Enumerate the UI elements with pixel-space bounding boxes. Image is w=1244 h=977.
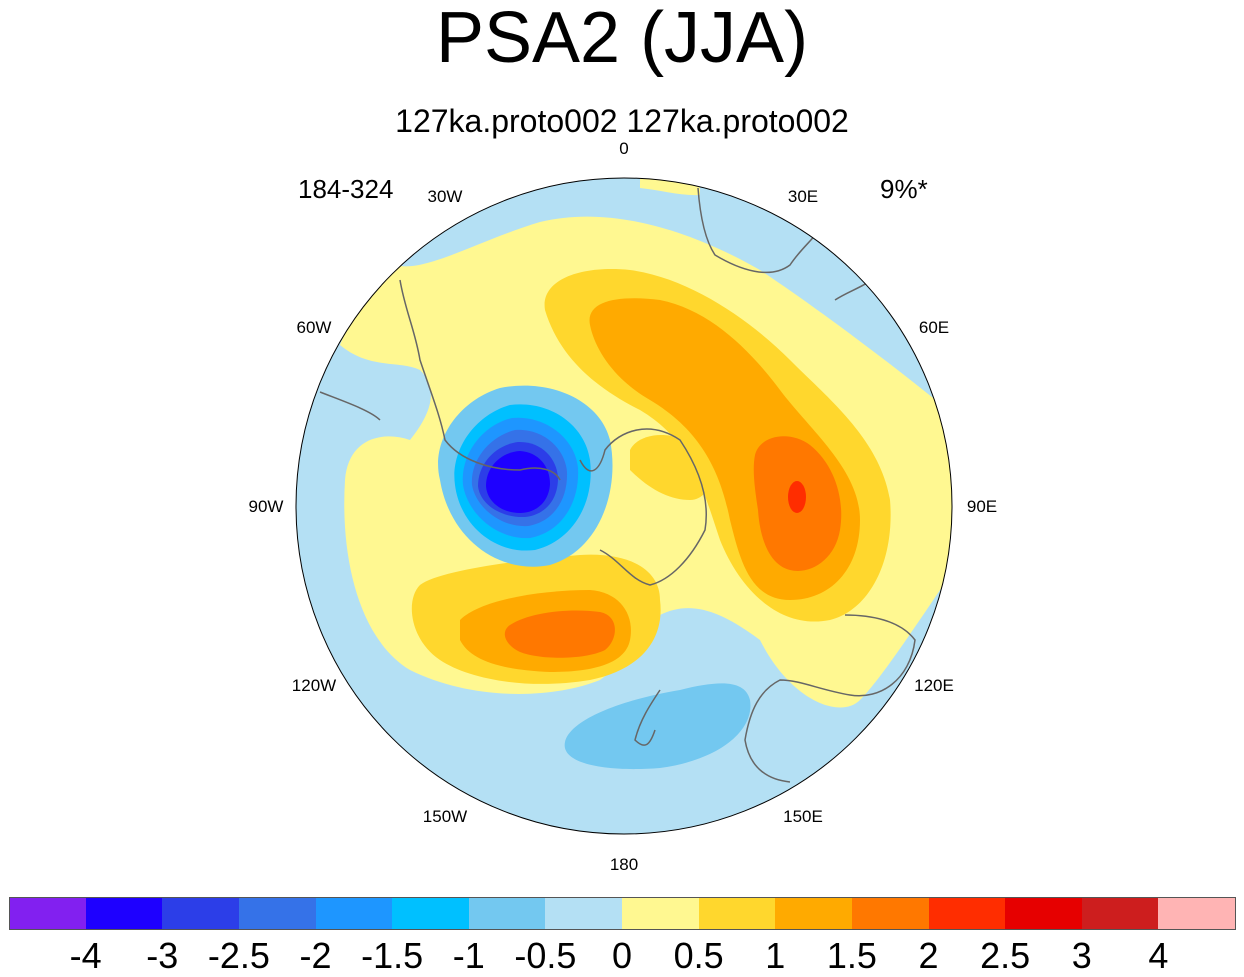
longitude-label: 120E xyxy=(914,676,954,695)
season-range-label: 184-324 xyxy=(298,174,394,204)
colorbar-swatch xyxy=(392,897,470,930)
colorbar-tick-label: 1.5 xyxy=(826,935,877,976)
colorbar-swatch xyxy=(238,897,316,930)
colorbar-swatch xyxy=(9,897,87,930)
colorbar-tick-label: -3 xyxy=(146,935,179,976)
colorbar-tick-label: 2.5 xyxy=(980,935,1031,976)
colorbar-tick-label: -2 xyxy=(299,935,332,976)
colorbar-tick-label: -1 xyxy=(452,935,485,976)
coastlines xyxy=(319,187,916,783)
colorbar-tick-label: 0.5 xyxy=(673,935,724,976)
colorbar-swatch xyxy=(775,897,853,930)
colorbar-swatch xyxy=(851,897,929,930)
colorbar-tick-label: 0 xyxy=(611,935,633,976)
colorbar-swatch xyxy=(1158,897,1236,930)
plot-subtitle: 127ka.proto002 127ka.proto002 xyxy=(395,103,849,139)
longitude-labels: 0 30E 60E 90E 120E 150E 180 150W 120W 90W 60W 30W xyxy=(249,139,998,874)
colorbar-tick-label: -4 xyxy=(69,935,102,976)
colorbar-tick-label: 2 xyxy=(918,935,939,976)
colorbar-swatch xyxy=(315,897,393,930)
longitude-label: 90W xyxy=(249,497,284,516)
longitude-label: 60W xyxy=(297,318,332,337)
longitude-label: 30W xyxy=(428,187,463,206)
variance-percent-label: 9%* xyxy=(880,174,928,204)
colorbar-swatch xyxy=(162,897,240,930)
anomaly-field xyxy=(296,178,952,834)
map-boundary xyxy=(295,177,953,835)
colorbar-tick-label: -2.5 xyxy=(207,935,270,976)
colorbar-swatch xyxy=(1081,897,1159,930)
longitude-label: 30E xyxy=(788,187,818,206)
longitude-label: 0 xyxy=(619,139,628,158)
plot-title: PSA2 (JJA) xyxy=(435,0,809,78)
longitude-label: 150W xyxy=(423,807,467,826)
colorbar-tick-label: -0.5 xyxy=(514,935,577,976)
longitude-label: 180 xyxy=(610,855,638,874)
colorbar-tick-label: 4 xyxy=(1148,935,1169,976)
longitude-label: 150E xyxy=(783,807,823,826)
colorbar-tick-label: 1 xyxy=(765,935,786,976)
colorbar-tick-label: -1.5 xyxy=(361,935,424,976)
colorbar-swatch xyxy=(545,897,623,930)
longitude-label: 120W xyxy=(292,676,336,695)
colorbar-swatch xyxy=(468,897,546,930)
colorbar-tick-label: 3 xyxy=(1071,935,1092,976)
colorbar-swatch xyxy=(622,897,700,930)
colorbar-swatch xyxy=(698,897,776,930)
longitude-label: 90E xyxy=(967,497,997,516)
colorbar-swatch xyxy=(85,897,163,930)
colorbar-swatch xyxy=(928,897,1006,930)
longitude-label: 60E xyxy=(919,318,949,337)
colorbar-swatch xyxy=(1005,897,1083,930)
